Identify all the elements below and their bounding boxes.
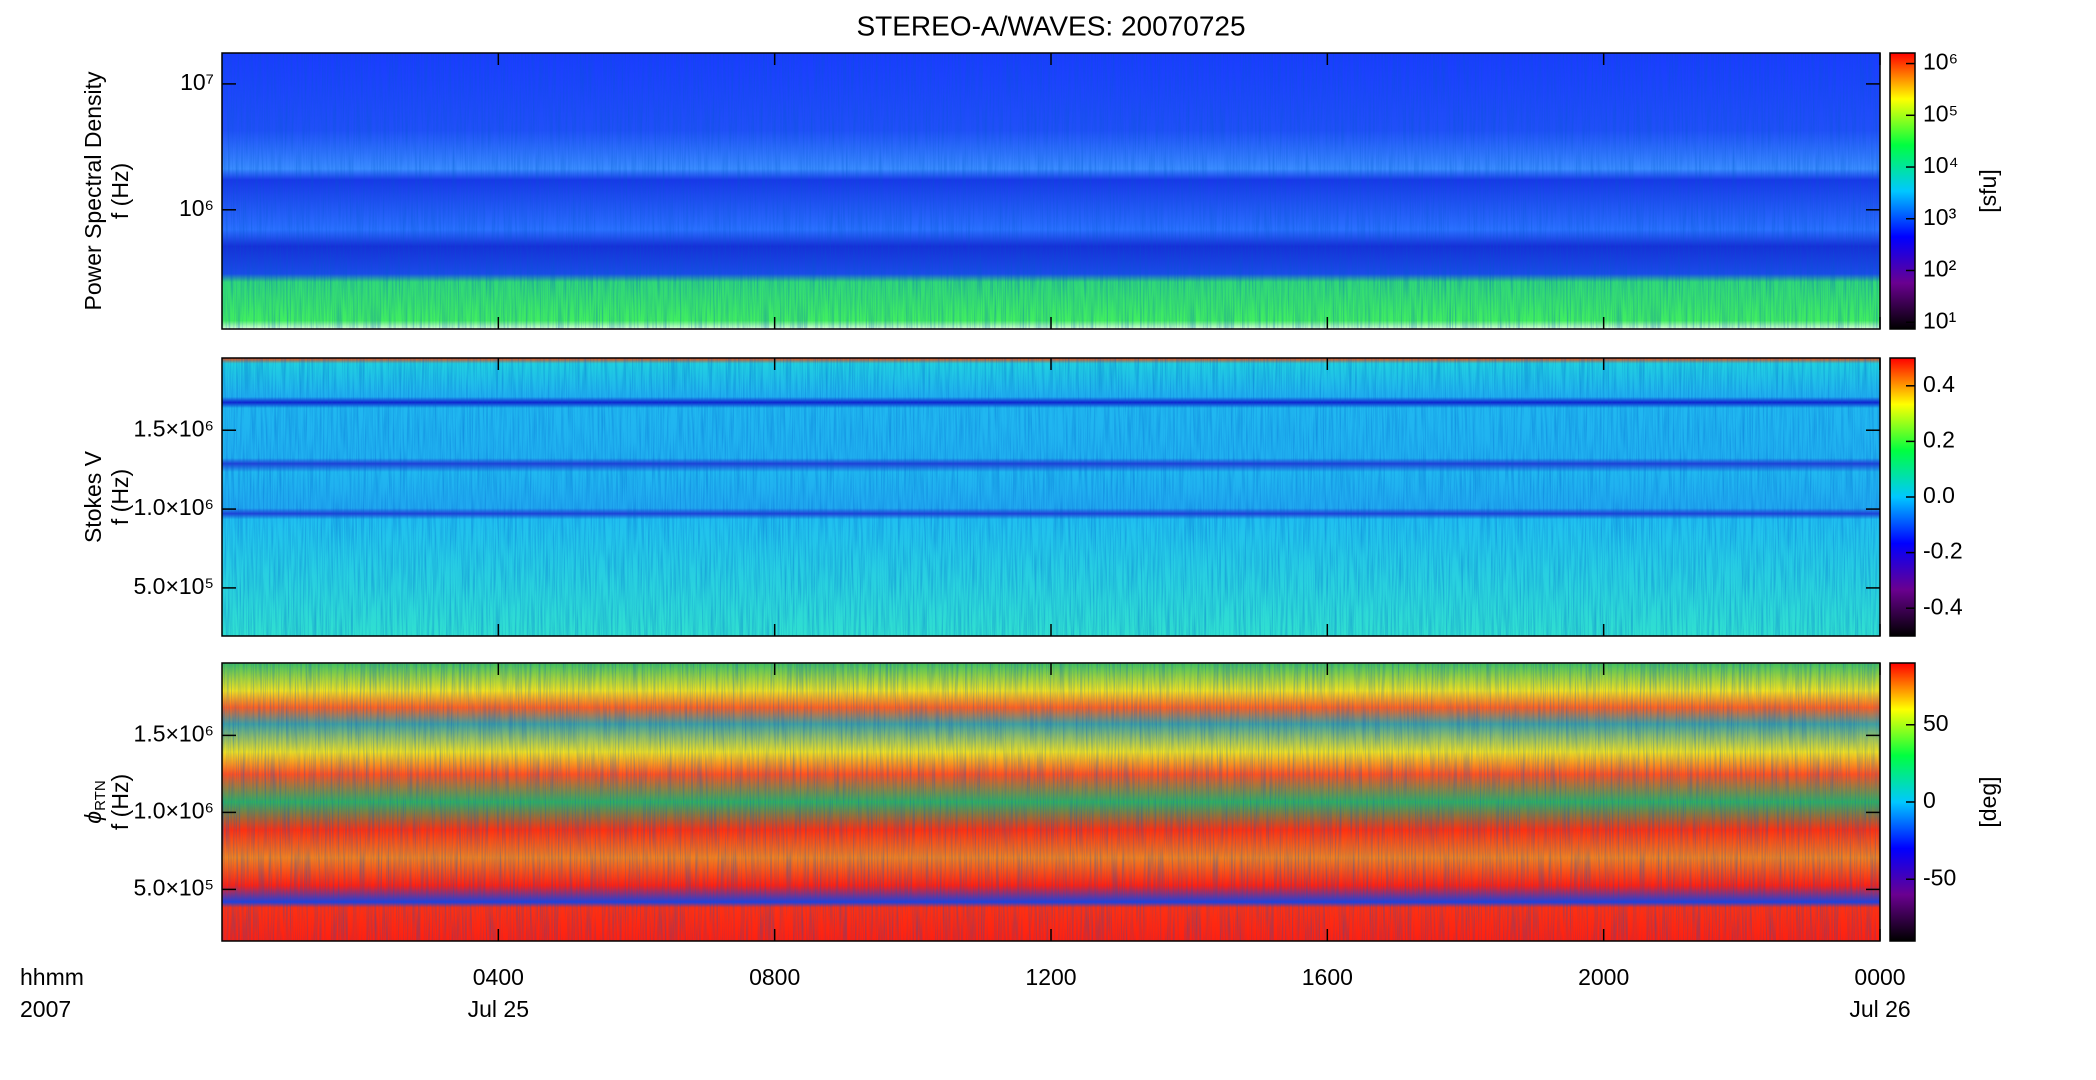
- chart-title: STEREO-A/WAVES: 20070725: [856, 10, 1245, 41]
- x-date-label: Jul 26: [1849, 996, 1910, 1022]
- x-tick-label: 1200: [1025, 964, 1076, 990]
- y-tick-label: 10⁶: [179, 195, 214, 221]
- colorbar-tick-label: -50: [1923, 864, 1956, 890]
- y-axis-label: f (Hz): [107, 163, 133, 219]
- colorbar-tick-label: -0.4: [1923, 593, 1963, 619]
- colorbar-tick-label: 50: [1923, 710, 1949, 736]
- colorbar-label: [deg]: [1975, 776, 2001, 827]
- spectrogram-texture: [222, 358, 1880, 636]
- y-tick-label: 1.0×10⁶: [134, 797, 214, 823]
- y-axis-label: Power Spectral Density: [80, 71, 106, 311]
- y-tick-label: 1.5×10⁶: [134, 415, 214, 441]
- spectrogram-texture: [222, 53, 1880, 329]
- spectrogram-texture: [222, 663, 1880, 941]
- y-axis-label: f (Hz): [107, 469, 133, 525]
- colorbar-tick-label: 10¹: [1923, 307, 1957, 333]
- x-date-label: Jul 25: [468, 996, 529, 1022]
- y-axis-label: Stokes V: [80, 450, 106, 543]
- y-axis-label-text: Stokes V: [80, 450, 106, 543]
- y-axis-label: f (Hz): [107, 774, 133, 830]
- colorbar-tick-label: 0.0: [1923, 482, 1955, 508]
- x-axis-label: 2007: [20, 996, 71, 1022]
- colorbar-tick-label: 0: [1923, 787, 1936, 813]
- x-tick-label: 2000: [1578, 964, 1629, 990]
- x-axis-label: hhmm: [20, 964, 84, 990]
- colorbar-tick-label: 0.2: [1923, 426, 1955, 452]
- colorbar: [1889, 52, 1916, 330]
- y-axis-label-text: ϕ: [80, 811, 106, 824]
- colorbar-tick-label: 10⁴: [1923, 152, 1958, 178]
- colorbar-label: [sfu]: [1975, 169, 2001, 212]
- y-axis-label-text: Power Spectral Density: [80, 71, 106, 311]
- y-tick-label: 5.0×10⁵: [133, 573, 214, 599]
- colorbar-tick-label: 10⁵: [1923, 100, 1958, 126]
- y-tick-label: 5.0×10⁵: [133, 874, 214, 900]
- x-tick-label: 0800: [749, 964, 800, 990]
- colorbar-tick-label: 0.4: [1923, 371, 1955, 397]
- y-tick-label: 1.5×10⁶: [134, 720, 214, 746]
- y-tick-label: 1.0×10⁶: [134, 494, 214, 520]
- x-tick-label: 0400: [473, 964, 524, 990]
- colorbar-tick-label: 10⁶: [1923, 49, 1958, 75]
- colorbar-tick-label: -0.2: [1923, 538, 1963, 564]
- y-axis-label: ϕRTN: [80, 780, 109, 823]
- y-axis-label-subscript: RTN: [92, 780, 109, 811]
- x-tick-label: 1600: [1302, 964, 1353, 990]
- colorbar-tick-label: 10²: [1923, 256, 1957, 282]
- x-tick-label: 0000: [1854, 964, 1905, 990]
- colorbar-tick-label: 10³: [1923, 204, 1957, 230]
- y-tick-label: 10⁷: [180, 69, 214, 95]
